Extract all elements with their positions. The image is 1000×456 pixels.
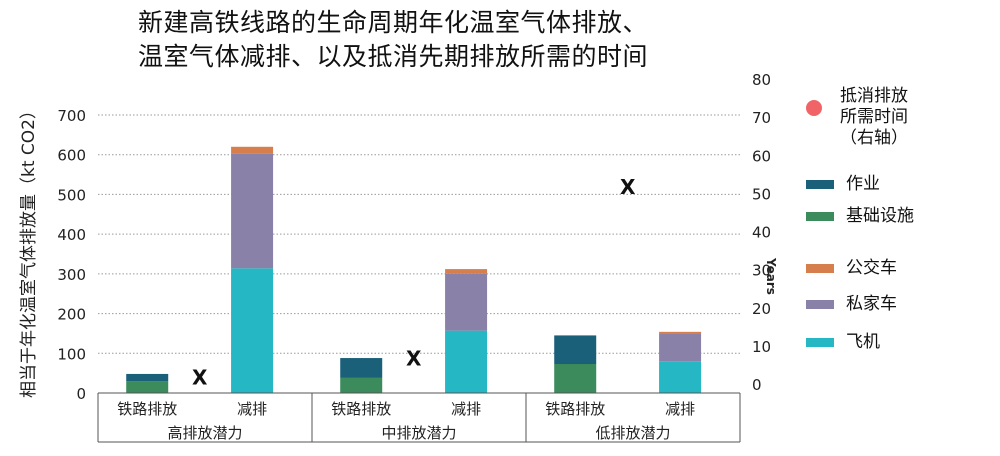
y-tick-label: 700 [57,107,86,125]
bar-segment [554,364,597,393]
bar-segment [554,335,597,365]
y2-tick-label: 60 [752,147,771,165]
bar-segment [445,269,488,274]
y2-tick-label: 10 [752,338,771,356]
category-label: 减排 [665,400,695,418]
category-label: 减排 [237,400,267,418]
y-tick-label: 300 [57,266,86,284]
bar-segment [231,268,274,393]
bar-segment [445,330,488,393]
y2-tick-label: 0 [752,376,762,394]
legend-label: 基础设施 [846,206,914,226]
y2-tick-label: 50 [752,185,771,203]
category-label: 减排 [451,400,481,418]
y-tick-label: 600 [57,147,86,165]
bar-segment [340,377,383,393]
bar-segment [659,333,702,362]
bar-segment [126,381,169,393]
legend-swatch-icon [806,300,834,309]
bar-segment [659,361,702,393]
y-tick-label: 200 [57,306,86,324]
y-axis-title: 相当于年化温室气体排放量（kt CO2） [19,102,39,398]
category-label: 铁路排放 [117,400,177,418]
bar-segment [340,358,383,378]
y2-tick-label: 20 [752,300,771,318]
legend-dot-icon [806,100,822,116]
bar-segment [231,146,274,154]
group-label: 高排放潜力 [167,424,242,442]
legend-swatch-icon [806,212,834,221]
y2-tick-label: 70 [752,109,771,127]
legend-item: 公交车 [806,258,897,279]
legend-item: 基础设施 [806,206,914,227]
y-tick-label: 500 [57,186,86,204]
chart-title: 新建高铁线路的生命周期年化温室气体排放、 温室气体减排、以及抵消先期排放所需的时… [138,6,648,74]
payback-marker: X [620,175,636,199]
legend-label: 私家车 [846,294,897,314]
payback-marker: X [406,346,422,370]
y-tick-label: 400 [57,226,86,244]
y-tick-label: 0 [76,385,86,403]
y2-tick-label: 30 [752,262,771,280]
legend-item: 私家车 [806,294,897,315]
legend-swatch-icon [806,180,834,189]
y-tick-label: 100 [57,345,86,363]
legend-swatch-icon [806,264,834,273]
chart-title-text: 新建高铁线路的生命周期年化温室气体排放、 温室气体减排、以及抵消先期排放所需的时… [138,8,649,71]
group-label: 中排放潜力 [381,424,456,442]
category-label: 铁路排放 [545,400,605,418]
bar-segment [659,331,702,334]
legend-label: 飞机 [846,332,880,352]
legend-label: 公交车 [846,258,897,278]
legend-item: 抵消排放 所需时间 （右轴） [806,86,908,149]
bar-segment [126,373,169,382]
y2-tick-label: 40 [752,224,771,242]
legend-label: 抵消排放 所需时间 （右轴） [840,86,908,148]
legend-swatch-icon [806,338,834,347]
payback-marker: X [192,365,208,389]
group-label: 低排放潜力 [595,424,670,442]
bar-segment [445,273,488,331]
legend-item: 飞机 [806,332,880,353]
legend-item: 作业 [806,174,880,195]
right-axis-title: Years [764,258,778,295]
category-label: 铁路排放 [331,400,391,418]
y2-tick-label: 80 [752,71,771,89]
bar-segment [231,153,274,269]
legend-label: 作业 [846,174,880,194]
